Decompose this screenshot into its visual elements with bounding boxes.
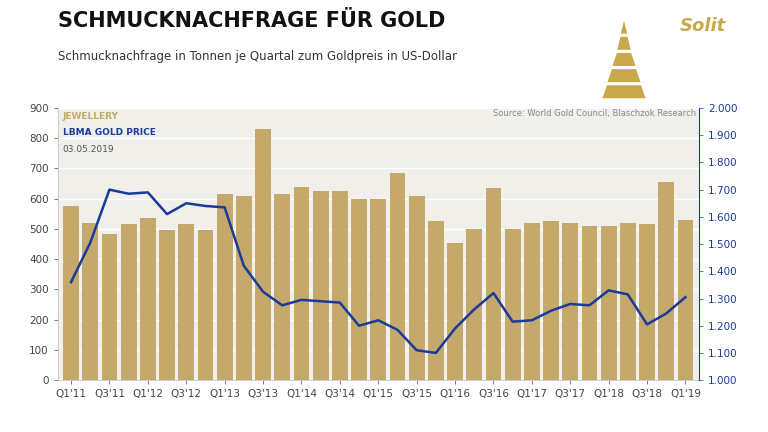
Bar [255,129,271,380]
Polygon shape [607,69,641,83]
Bar [524,223,540,380]
Bar [620,223,636,380]
Bar [332,191,348,380]
Bar [293,187,310,380]
Text: Solit: Solit [680,17,726,35]
Bar [351,199,367,380]
Bar [370,199,386,380]
Bar [658,182,674,380]
Bar [140,219,156,380]
Bar [447,243,463,380]
Polygon shape [601,85,647,99]
Bar [409,196,425,380]
Text: JEWELLERY: JEWELLERY [63,112,118,121]
Bar [121,225,137,380]
Polygon shape [620,18,628,34]
Bar [562,223,578,380]
Bar [639,225,655,380]
Text: LBMA GOLD PRICE: LBMA GOLD PRICE [63,128,156,137]
Text: Schmucknachfrage in Tonnen je Quartal zum Goldpreis in US-Dollar: Schmucknachfrage in Tonnen je Quartal zu… [58,50,457,63]
Bar [274,194,290,380]
Bar [313,191,329,380]
Bar [178,225,194,380]
Bar [197,231,214,380]
Bar [601,226,617,380]
Bar [466,229,482,380]
Bar [543,222,559,380]
Bar [505,229,521,380]
Bar [217,194,233,380]
Bar [101,234,118,380]
Bar [159,230,175,380]
Bar [485,188,502,380]
Text: Source: World Gold Council, Blaschzok Research: Source: World Gold Council, Blaschzok Re… [492,109,696,118]
Bar [236,196,252,380]
Bar [428,222,444,380]
Bar [677,220,694,380]
Bar [389,173,406,380]
Polygon shape [611,52,637,67]
Bar [82,223,98,380]
Polygon shape [617,36,631,51]
Bar [581,226,598,380]
Text: SCHMUCKNACHFRAGE FÜR GOLD: SCHMUCKNACHFRAGE FÜR GOLD [58,11,445,31]
Bar [63,206,79,380]
Text: 03.05.2019: 03.05.2019 [63,145,114,154]
